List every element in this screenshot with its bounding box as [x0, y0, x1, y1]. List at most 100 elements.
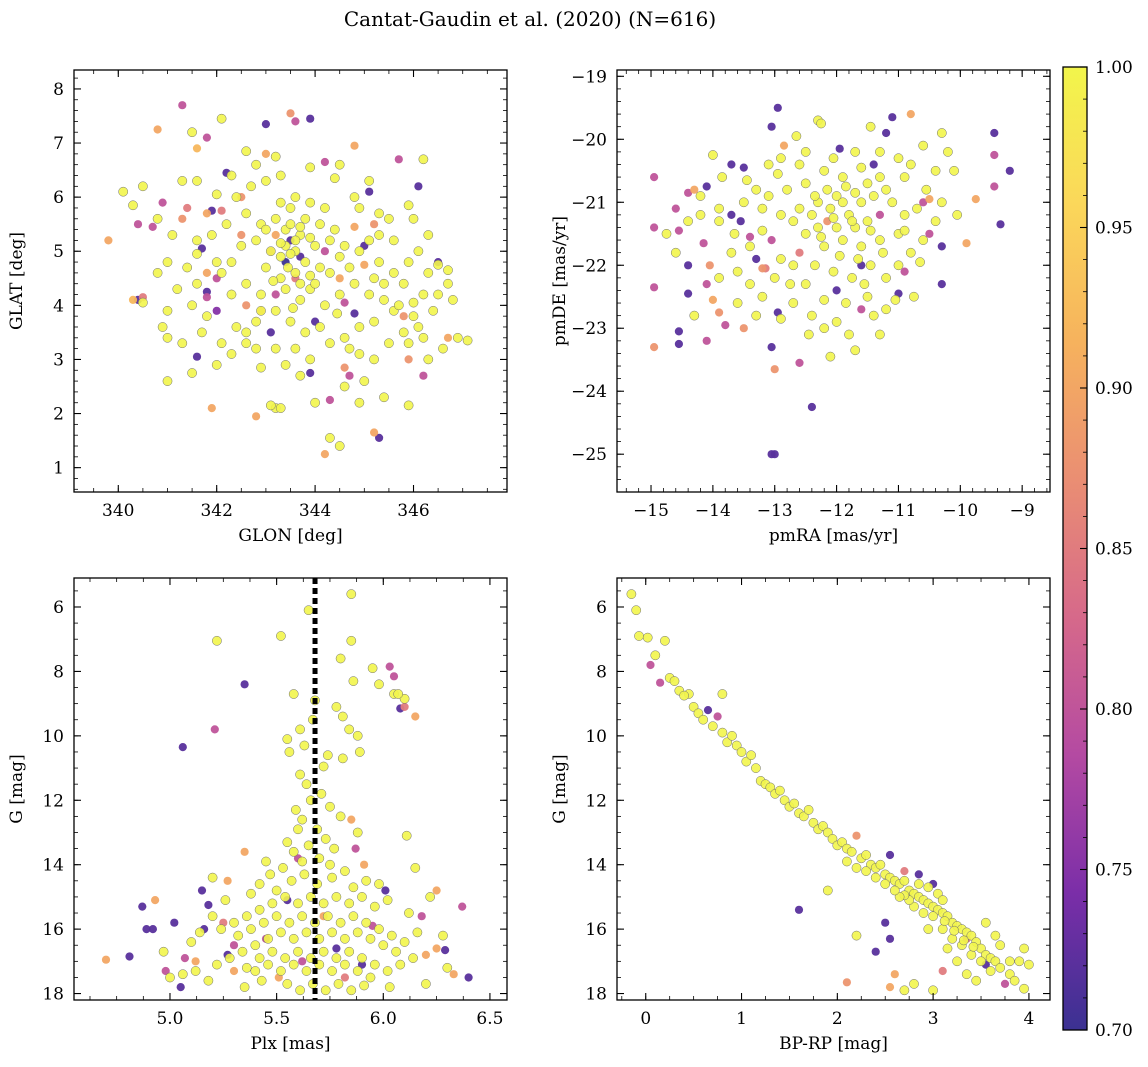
scatter-point [256, 305, 266, 316]
scatter-point [202, 268, 211, 277]
scatter-point [707, 721, 718, 732]
scatter-point [340, 933, 350, 944]
scatter-point [325, 433, 335, 443]
scatter-point [808, 817, 819, 828]
scatter-point [295, 769, 305, 780]
scatter-point [683, 216, 693, 227]
scatter-point [354, 747, 365, 757]
scatter-point [315, 322, 325, 332]
y-axis-label: G [mag] [550, 754, 570, 823]
scatter-point [216, 338, 227, 349]
scatter-point [325, 859, 335, 870]
scatter-point [868, 310, 879, 321]
scatter-point [180, 954, 189, 963]
scatter-point [412, 927, 423, 938]
scatter-point [280, 360, 291, 370]
scatter-point [418, 289, 429, 300]
scatter-point [192, 176, 202, 186]
scatter-point [223, 876, 232, 885]
scatter-point [331, 702, 342, 712]
scatter-point [231, 322, 242, 332]
scatter-point [172, 284, 183, 294]
scatter-point [176, 983, 185, 992]
scatter-point [206, 230, 217, 240]
scatter-point [1005, 166, 1014, 175]
scatter-point [354, 246, 365, 257]
scatter-point [335, 653, 346, 664]
scatter-point [937, 924, 948, 934]
scatter-point [369, 354, 379, 365]
y-tick-label: 1 [53, 459, 64, 479]
scatter-point [423, 354, 434, 365]
scatter-point [290, 343, 301, 354]
scatter-point [192, 278, 202, 289]
scatter-point [798, 811, 809, 822]
scatter-point [937, 895, 948, 905]
scatter-point [352, 927, 363, 938]
scatter-point [381, 886, 390, 895]
scatter-point [148, 222, 157, 231]
scatter-point [443, 265, 453, 276]
scatter-point [276, 631, 286, 641]
scatter-point [966, 950, 977, 960]
scatter-point [350, 141, 359, 150]
scatter-point [650, 173, 659, 182]
scatter-point [899, 875, 910, 886]
scatter-point [779, 141, 789, 150]
scatter-point [239, 982, 250, 992]
scatter-point [757, 291, 768, 302]
scatter-point [305, 354, 316, 365]
scatter-point [794, 203, 805, 214]
scatter-point [256, 289, 266, 300]
scatter-point [464, 973, 473, 982]
scatter-point [789, 798, 800, 809]
x-tick-label: 340 [102, 501, 134, 521]
scatter-point [261, 224, 271, 235]
scatter-point [650, 283, 659, 292]
scatter-point [320, 203, 330, 213]
scatter-point [905, 247, 916, 258]
scatter-point [241, 338, 252, 349]
scatter-point [293, 824, 303, 835]
scatter-point [819, 323, 830, 334]
scatter-point [301, 966, 312, 976]
scatter-point [425, 892, 436, 902]
scatter-point [976, 956, 986, 967]
figure-title: Cantat-Gaudin et al. (2020) (N=616) [344, 7, 716, 31]
scatter-point [695, 191, 706, 201]
scatter-point [241, 327, 252, 338]
scatter-point [684, 188, 693, 197]
scatter-point [421, 979, 431, 989]
scatter-point [813, 222, 823, 233]
scatter-point [299, 740, 310, 751]
scatter-point [990, 150, 999, 160]
colorbar-tick-label: 0.75 [1095, 861, 1133, 881]
scatter-point [162, 305, 173, 316]
y-tick-label: 10 [42, 727, 64, 747]
y-tick-label: 12 [585, 791, 607, 811]
scatter-point [669, 676, 680, 686]
scatter-point [365, 933, 376, 944]
scatter-point [241, 208, 252, 219]
scatter-point [266, 328, 275, 337]
scatter-point [251, 235, 261, 246]
scatter-point [936, 197, 947, 208]
scatter-point [275, 251, 286, 262]
scatter-point [320, 450, 329, 459]
scatter-point [650, 223, 659, 232]
scatter-point [717, 689, 728, 699]
scatter-point [739, 324, 748, 333]
scatter-point [285, 249, 296, 259]
scatter-point [265, 400, 276, 411]
scatter-point [152, 213, 163, 224]
scatter-point [918, 235, 929, 245]
scatter-point [229, 917, 239, 928]
scatter-point [857, 305, 866, 314]
scatter-point [1004, 969, 1015, 980]
scatter-point [731, 740, 742, 751]
scatter-point [819, 241, 830, 252]
scatter-point [899, 225, 910, 236]
scatter-point [746, 750, 756, 761]
y-tick-label: 18 [42, 985, 64, 1005]
x-tick-label: 6.0 [370, 1009, 397, 1029]
